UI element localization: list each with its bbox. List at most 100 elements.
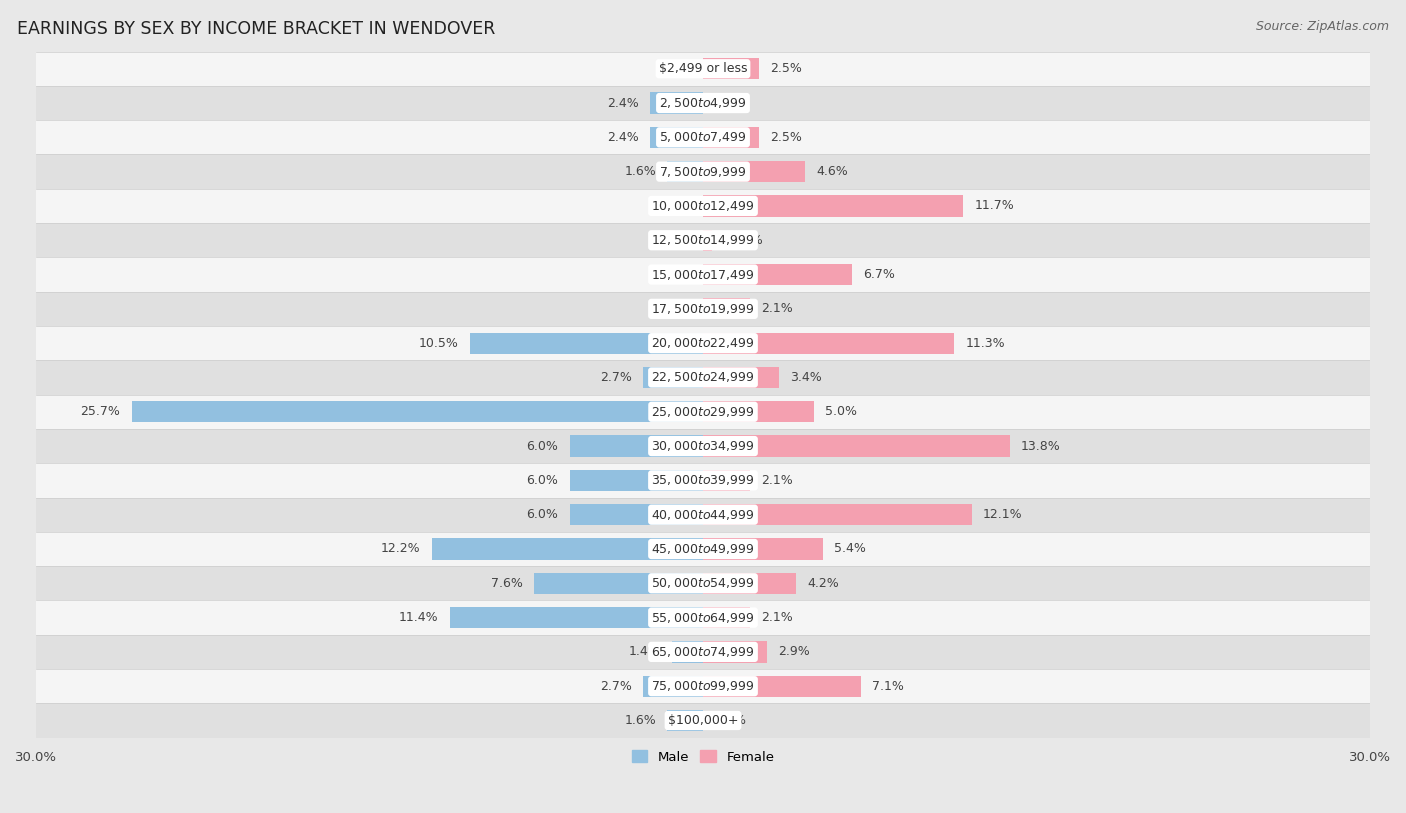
- Text: 6.0%: 6.0%: [527, 440, 558, 453]
- Text: $22,500 to $24,999: $22,500 to $24,999: [651, 371, 755, 385]
- Bar: [703, 58, 759, 80]
- Bar: [703, 229, 713, 251]
- Bar: [432, 538, 703, 559]
- Text: 6.0%: 6.0%: [527, 508, 558, 521]
- Bar: [37, 429, 1369, 463]
- Bar: [569, 436, 703, 457]
- Text: 2.4%: 2.4%: [607, 131, 638, 144]
- Bar: [37, 394, 1369, 429]
- Text: 0.42%: 0.42%: [724, 234, 763, 247]
- Text: 11.7%: 11.7%: [974, 199, 1014, 212]
- Bar: [37, 498, 1369, 532]
- Bar: [37, 258, 1369, 292]
- Bar: [703, 572, 796, 594]
- Bar: [37, 566, 1369, 601]
- Text: 25.7%: 25.7%: [80, 405, 121, 418]
- Bar: [703, 607, 749, 628]
- Bar: [668, 161, 703, 182]
- Text: 0.0%: 0.0%: [659, 234, 692, 247]
- Bar: [703, 195, 963, 216]
- Text: 0.0%: 0.0%: [714, 97, 747, 110]
- Text: 5.0%: 5.0%: [825, 405, 858, 418]
- Text: 0.0%: 0.0%: [659, 63, 692, 76]
- Text: 2.5%: 2.5%: [769, 63, 801, 76]
- Bar: [703, 127, 759, 148]
- Text: 3.4%: 3.4%: [790, 371, 821, 384]
- Bar: [650, 93, 703, 114]
- Bar: [703, 264, 852, 285]
- Text: 1.4%: 1.4%: [628, 646, 661, 659]
- Bar: [703, 436, 1010, 457]
- Text: 11.3%: 11.3%: [966, 337, 1005, 350]
- Bar: [450, 607, 703, 628]
- Text: $100,000+: $100,000+: [668, 714, 738, 727]
- Text: 4.6%: 4.6%: [817, 165, 848, 178]
- Bar: [470, 333, 703, 354]
- Text: $10,000 to $12,499: $10,000 to $12,499: [651, 199, 755, 213]
- Text: 7.6%: 7.6%: [491, 576, 523, 589]
- Text: $55,000 to $64,999: $55,000 to $64,999: [651, 611, 755, 624]
- Text: Source: ZipAtlas.com: Source: ZipAtlas.com: [1256, 20, 1389, 33]
- Bar: [703, 298, 749, 320]
- Text: 5.4%: 5.4%: [834, 542, 866, 555]
- Bar: [703, 676, 860, 697]
- Text: 2.9%: 2.9%: [779, 646, 810, 659]
- Text: 6.7%: 6.7%: [863, 268, 896, 281]
- Text: $65,000 to $74,999: $65,000 to $74,999: [651, 645, 755, 659]
- Bar: [37, 601, 1369, 635]
- Text: 0.0%: 0.0%: [714, 714, 747, 727]
- Bar: [37, 635, 1369, 669]
- Bar: [703, 504, 972, 525]
- Text: $45,000 to $49,999: $45,000 to $49,999: [651, 542, 755, 556]
- Text: 10.5%: 10.5%: [419, 337, 458, 350]
- Bar: [643, 676, 703, 697]
- Bar: [37, 120, 1369, 154]
- Text: $12,500 to $14,999: $12,500 to $14,999: [651, 233, 755, 247]
- Bar: [569, 470, 703, 491]
- Bar: [37, 532, 1369, 566]
- Text: 2.7%: 2.7%: [600, 680, 631, 693]
- Bar: [703, 367, 779, 388]
- Bar: [37, 154, 1369, 189]
- Text: 1.6%: 1.6%: [624, 714, 657, 727]
- Text: $15,000 to $17,499: $15,000 to $17,499: [651, 267, 755, 281]
- Bar: [37, 51, 1369, 86]
- Text: $75,000 to $99,999: $75,000 to $99,999: [651, 679, 755, 693]
- Bar: [643, 367, 703, 388]
- Legend: Male, Female: Male, Female: [626, 745, 780, 769]
- Bar: [37, 86, 1369, 120]
- Bar: [703, 161, 806, 182]
- Text: $2,499 or less: $2,499 or less: [659, 63, 747, 76]
- Text: 2.4%: 2.4%: [607, 97, 638, 110]
- Bar: [37, 703, 1369, 737]
- Bar: [672, 641, 703, 663]
- Text: $20,000 to $22,499: $20,000 to $22,499: [651, 336, 755, 350]
- Bar: [37, 463, 1369, 498]
- Bar: [132, 401, 703, 423]
- Bar: [37, 189, 1369, 223]
- Text: $30,000 to $34,999: $30,000 to $34,999: [651, 439, 755, 453]
- Bar: [37, 669, 1369, 703]
- Bar: [703, 401, 814, 423]
- Text: EARNINGS BY SEX BY INCOME BRACKET IN WENDOVER: EARNINGS BY SEX BY INCOME BRACKET IN WEN…: [17, 20, 495, 38]
- Text: $2,500 to $4,999: $2,500 to $4,999: [659, 96, 747, 110]
- Text: 1.6%: 1.6%: [624, 165, 657, 178]
- Bar: [37, 223, 1369, 258]
- Text: 7.1%: 7.1%: [872, 680, 904, 693]
- Bar: [37, 360, 1369, 394]
- Text: $25,000 to $29,999: $25,000 to $29,999: [651, 405, 755, 419]
- Text: 6.0%: 6.0%: [527, 474, 558, 487]
- Text: $35,000 to $39,999: $35,000 to $39,999: [651, 473, 755, 487]
- Text: 2.5%: 2.5%: [769, 131, 801, 144]
- Text: 12.2%: 12.2%: [381, 542, 420, 555]
- Text: 13.8%: 13.8%: [1021, 440, 1060, 453]
- Text: $40,000 to $44,999: $40,000 to $44,999: [651, 507, 755, 522]
- Text: 2.1%: 2.1%: [761, 611, 793, 624]
- Text: $17,500 to $19,999: $17,500 to $19,999: [651, 302, 755, 316]
- Text: $50,000 to $54,999: $50,000 to $54,999: [651, 576, 755, 590]
- Text: 0.0%: 0.0%: [659, 268, 692, 281]
- Bar: [650, 127, 703, 148]
- Bar: [703, 470, 749, 491]
- Bar: [37, 292, 1369, 326]
- Text: 11.4%: 11.4%: [399, 611, 439, 624]
